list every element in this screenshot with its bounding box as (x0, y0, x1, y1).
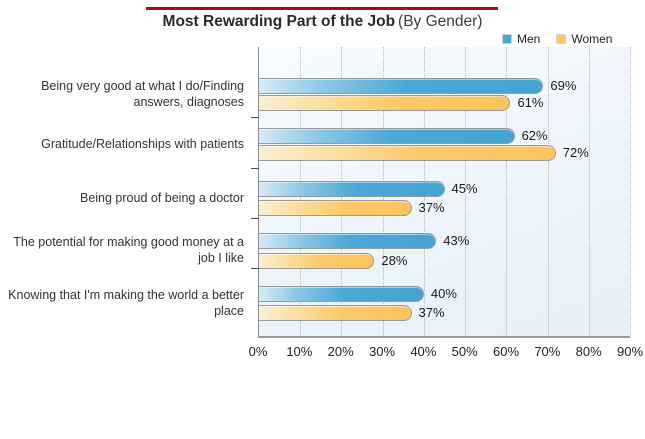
bar-value-label: 40% (430, 286, 457, 301)
women-swatch-icon (556, 34, 567, 44)
bar-value-label: 28% (381, 253, 408, 268)
category-labels: Being very good at what I do/Finding ans… (0, 47, 250, 338)
bar-women-4 (259, 305, 412, 321)
gridline (465, 47, 467, 336)
x-axis-tick-label: 60% (492, 344, 520, 359)
title-rule (146, 7, 498, 10)
legend: Men Women (502, 32, 612, 46)
bar-women-0 (259, 95, 511, 111)
bar-value-label: 72% (562, 145, 589, 160)
x-axis-tick-label: 40% (410, 344, 437, 359)
legend-item-women: Women (556, 32, 612, 46)
gridline (588, 47, 590, 336)
legend-item-men: Men (502, 32, 540, 46)
y-axis-tick (251, 218, 259, 219)
category-label: Being proud of being a doctor (79, 191, 244, 205)
legend-label-women: Women (571, 32, 613, 46)
bar-value-label: 37% (418, 200, 445, 215)
bar-value-label: 62% (521, 128, 548, 143)
chart-title: Most Rewarding Part of the Job (By Gender… (0, 13, 645, 31)
chart-title-sub: (By Gender) (398, 13, 483, 30)
bar-value-label: 61% (517, 95, 544, 110)
x-axis-tick-label: 90% (616, 344, 644, 359)
x-axis-tick-label: 30% (368, 344, 396, 359)
category-label: Gratitude/Relationships with patients (41, 137, 244, 151)
bar-value-label: 45% (451, 181, 478, 196)
men-swatch-icon (502, 34, 512, 44)
y-axis-tick (251, 168, 259, 169)
bar-women-2 (259, 200, 412, 216)
gridline (630, 47, 631, 336)
bar-men-4 (259, 286, 424, 302)
legend-label-men: Men (517, 32, 541, 46)
chart-title-main: Most Rewarding Part of the Job (162, 13, 396, 30)
bar-value-label: 43% (443, 233, 470, 248)
bar-men-0 (259, 78, 544, 94)
bar-value-label: 69% (550, 78, 577, 93)
plot-area: 69% 61% 62% 72% 45% 37% 43% 28% 40% 37% (251, 47, 631, 338)
y-axis-tick (251, 117, 259, 118)
category-label: Knowing that I'm making the world a bett… (8, 288, 244, 318)
x-axis-labels: 0% 10% 20% 30% 40% 50% 60% 70% 80% 90% (249, 344, 643, 360)
x-axis-tick-label: 70% (534, 344, 561, 359)
x-axis-tick-label: 50% (451, 344, 478, 359)
x-axis-tick-label: 20% (327, 344, 354, 359)
bar-men-3 (259, 233, 437, 249)
bar-men-2 (259, 181, 445, 197)
x-axis-tick-label: 10% (286, 344, 313, 359)
bar-women-1 (259, 145, 556, 161)
bar-men-1 (259, 128, 515, 144)
category-label: Being very good at what I do/Finding ans… (41, 79, 244, 109)
gridline (547, 47, 549, 336)
bar-women-3 (259, 253, 375, 269)
x-axis-tick-label: 80% (575, 344, 602, 359)
category-label: The potential for making good money at a… (13, 235, 244, 265)
y-axis-tick (251, 268, 259, 269)
bar-value-label: 37% (418, 305, 445, 320)
x-axis-tick-label: 0% (248, 344, 268, 359)
gridline (506, 47, 508, 336)
